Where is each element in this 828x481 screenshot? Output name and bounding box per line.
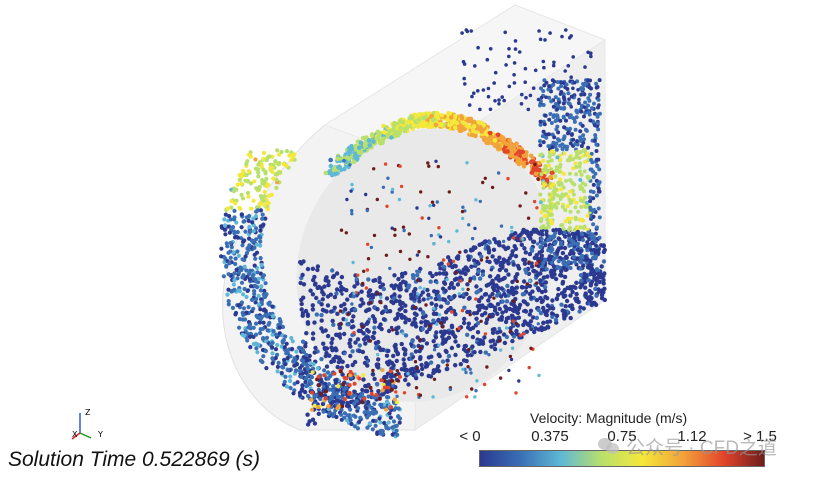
legend-tick-min: < 0 (459, 428, 481, 445)
watermark: 公众号 · CFD之道 (598, 433, 777, 460)
wechat-icon (598, 437, 620, 456)
inner-cavity (296, 128, 554, 402)
axis-triad: Z X Y (71, 408, 103, 440)
legend-tick-112: 1.12 (677, 428, 707, 445)
particle-cloud (219, 28, 607, 439)
axis-z-label: Z (85, 408, 91, 417)
legend-tick-max: > 1.5 (743, 428, 777, 445)
axis-x-label: X (72, 430, 78, 439)
watermark-text: 公众号 · CFD之道 (626, 438, 777, 459)
legend-tick-075: 0.75 (607, 428, 637, 445)
legend-title: Velocity: Magnitude (m/s) (530, 410, 688, 426)
axis-y-label: Y (97, 430, 103, 439)
legend-tick-0375: 0.375 (531, 428, 569, 445)
solution-time-label: Solution Time 0.522869 (s) (8, 448, 260, 471)
legend-colorbar (479, 450, 765, 467)
